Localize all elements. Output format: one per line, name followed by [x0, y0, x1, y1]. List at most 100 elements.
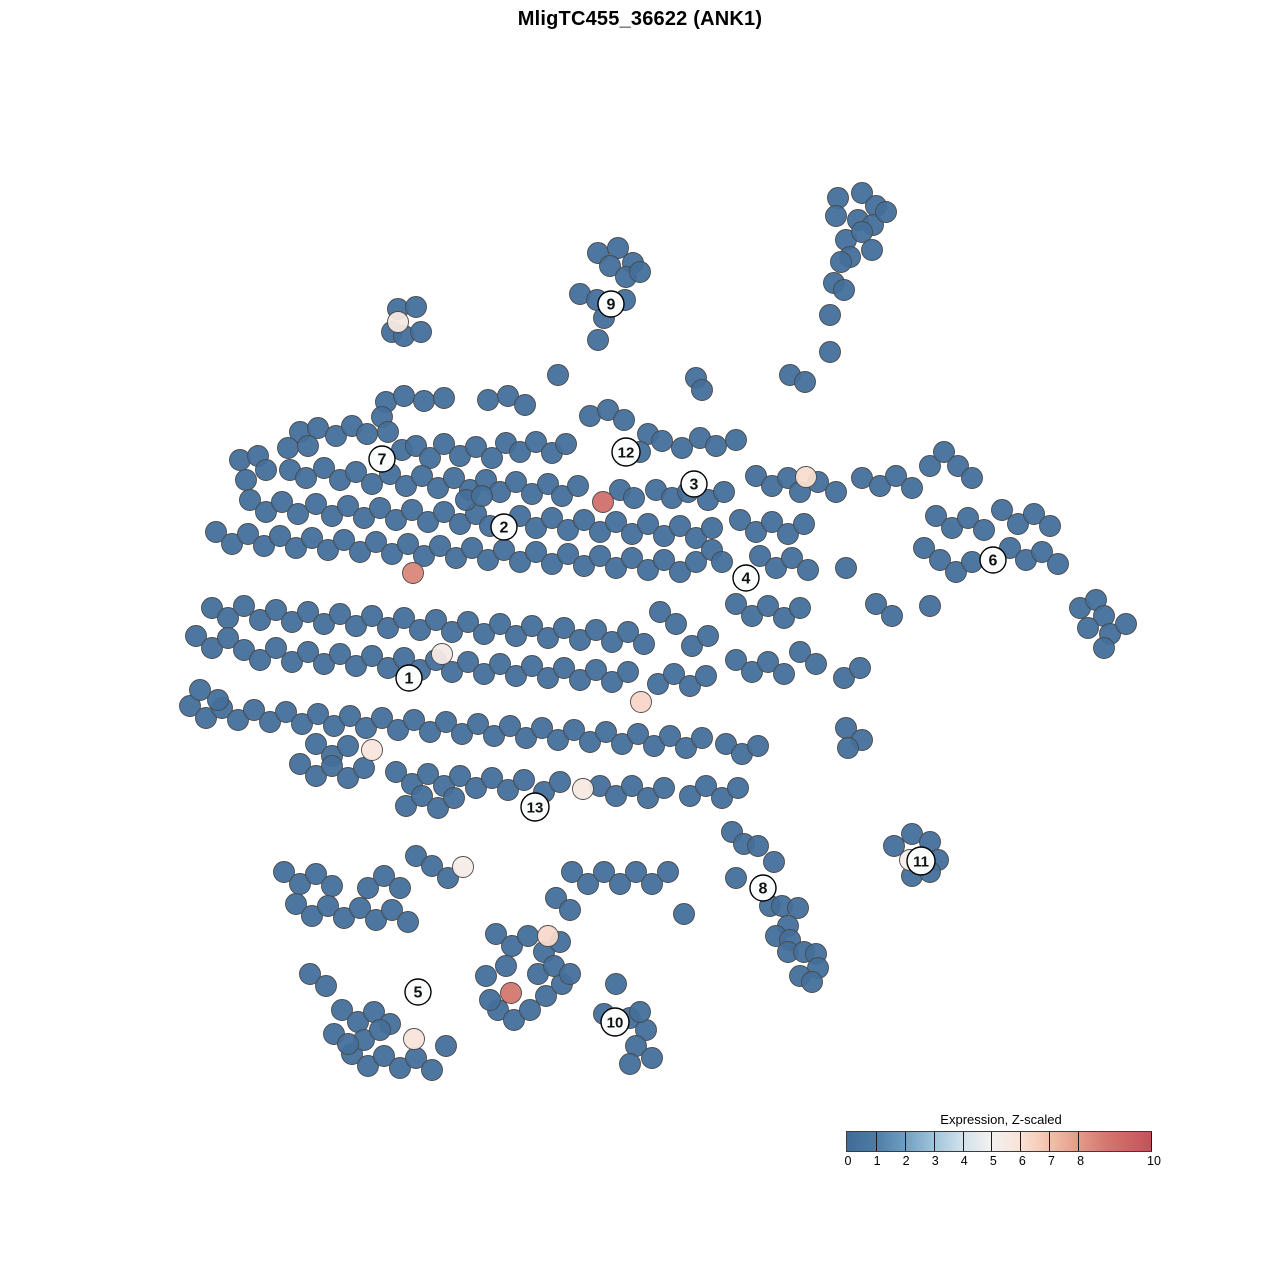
scatter-point	[607, 237, 629, 259]
scatter-point	[273, 861, 295, 883]
scatter-point	[833, 279, 855, 301]
cluster-label-9[interactable]: 9	[597, 290, 625, 318]
scatter-point	[235, 469, 257, 491]
cluster-label-13[interactable]: 13	[520, 792, 550, 822]
scatter-point	[481, 447, 503, 469]
scatter-point	[585, 619, 607, 641]
scatter-point	[229, 449, 251, 471]
scatter-point	[467, 713, 489, 735]
scatter-point	[653, 549, 675, 571]
scatter-point	[613, 409, 635, 431]
scatter-point	[837, 737, 859, 759]
scatter-point	[395, 475, 417, 497]
scatter-point	[357, 1055, 379, 1077]
scatter-point	[333, 529, 355, 551]
scatter-point	[757, 595, 779, 617]
scatter-point	[361, 473, 383, 495]
scatter-point	[477, 389, 499, 411]
scatter-point	[537, 667, 559, 689]
scatter-point	[419, 447, 441, 469]
scatter-point	[505, 471, 527, 493]
scatter-point	[713, 481, 735, 503]
cluster-label-4[interactable]: 4	[732, 564, 760, 592]
colorbar-tick-label: 5	[989, 1154, 997, 1168]
scatter-point	[669, 561, 691, 583]
cluster-label-text: 3	[690, 477, 699, 494]
colorbar-tick	[1020, 1132, 1022, 1151]
scatter-point	[695, 775, 717, 797]
scatter-point	[287, 503, 309, 525]
cluster-label-badge	[906, 846, 936, 876]
cluster-label-text: 9	[607, 297, 616, 314]
scatter-point	[381, 899, 403, 921]
cluster-label-10[interactable]: 10	[600, 1007, 630, 1037]
scatter-point	[553, 617, 575, 639]
cluster-label-1[interactable]: 1	[395, 664, 423, 692]
cluster-label-badge	[979, 546, 1007, 574]
scatter-point	[337, 495, 359, 517]
scatter-point	[637, 787, 659, 809]
scatter-point	[659, 725, 681, 747]
scatter-point	[465, 436, 487, 458]
scatter-point	[629, 261, 651, 283]
scatter-point	[403, 709, 425, 731]
scatter-point	[789, 641, 811, 663]
cluster-label-11[interactable]: 11	[906, 846, 936, 876]
scatter-point	[509, 551, 531, 573]
scatter-point	[325, 425, 347, 447]
colorbar-tick-label: 8	[1077, 1154, 1085, 1168]
scatter-point	[794, 371, 816, 393]
cluster-label-7[interactable]: 7	[368, 445, 396, 473]
scatter-point	[307, 417, 329, 439]
scatter-point	[941, 517, 963, 539]
scatter-point	[409, 619, 431, 641]
scatter-point	[685, 551, 707, 573]
scatter-point	[789, 597, 811, 619]
scatter-point	[281, 611, 303, 633]
scatter-point-highlighted	[572, 778, 594, 800]
scatter-point	[427, 797, 449, 819]
cluster-label-12[interactable]: 12	[611, 437, 641, 467]
cluster-label-badge	[680, 470, 708, 498]
scatter-point	[483, 725, 505, 747]
scatter-point	[849, 657, 871, 679]
scatter-point	[725, 867, 747, 889]
cluster-label-3[interactable]: 3	[680, 470, 708, 498]
cluster-label-text: 5	[414, 985, 423, 1002]
cluster-label-8[interactable]: 8	[749, 874, 777, 902]
scatter-point	[830, 251, 852, 273]
scatter-point	[729, 509, 751, 531]
scatter-point	[397, 533, 419, 555]
scatter-point	[475, 965, 497, 987]
scatter-point	[449, 765, 471, 787]
cluster-label-2[interactable]: 2	[490, 513, 518, 541]
scatter-point	[947, 455, 969, 477]
scatter-point	[559, 963, 581, 985]
scatter-point	[605, 511, 627, 533]
color-legend: Expression, Z-scaled 0 1 2 3 4 5 6 7 8 10	[845, 1112, 1166, 1172]
scatter-point	[643, 735, 665, 757]
scatter-point	[681, 635, 703, 657]
scatter-point	[385, 761, 407, 783]
cluster-label-badge	[520, 792, 550, 822]
scatter-point	[221, 533, 243, 555]
scatter-point	[393, 385, 415, 407]
scatter-point	[627, 723, 649, 745]
scatter-point	[851, 467, 873, 489]
scatter-point	[531, 717, 553, 739]
cluster-label-6[interactable]: 6	[979, 546, 1007, 574]
cluster-label-5[interactable]: 5	[404, 978, 432, 1006]
colorbar-tick-label: 2	[902, 1154, 910, 1168]
scatter-point	[259, 711, 281, 733]
scatter-point	[851, 182, 873, 204]
scatter-point	[605, 973, 627, 995]
scatter-point	[521, 483, 543, 505]
cluster-label-text: 13	[527, 800, 544, 817]
colorbar-tick-label: 1	[873, 1154, 881, 1168]
scatter-point	[405, 296, 427, 318]
scatter-point	[1007, 513, 1029, 535]
scatter-point	[477, 549, 499, 571]
scatter-point	[883, 835, 905, 857]
scatter-point	[535, 985, 557, 1007]
colorbar-tick	[933, 1132, 935, 1151]
